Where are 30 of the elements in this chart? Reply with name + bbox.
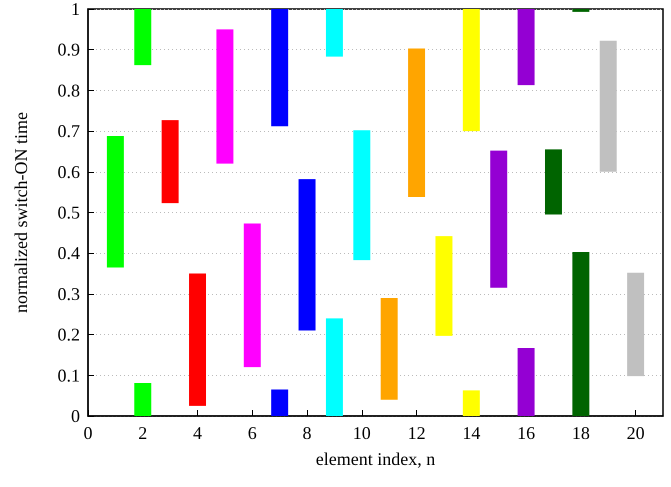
y-tick-label: 0.7 [58, 121, 80, 142]
y-tick-label: 0.4 [58, 243, 80, 264]
bar [244, 223, 261, 368]
x-tick-label: 0 [84, 423, 92, 443]
x-tick-label: 2 [138, 423, 148, 443]
y-tick-label: 1 [71, 0, 80, 19]
bar [216, 29, 234, 164]
x-tick-label: 16 [517, 423, 536, 443]
bar [380, 298, 398, 400]
x-tick-label: 8 [302, 423, 312, 443]
x-tick-label: 12 [408, 423, 426, 443]
y-tick-label: 0.2 [58, 324, 80, 345]
x-axis-title: element index, n [316, 449, 436, 469]
x-tick-label: 10 [352, 423, 371, 443]
y-tick-label: 0 [71, 406, 80, 426]
x-tick-label: 4 [193, 423, 202, 443]
bar [162, 120, 179, 204]
y-tick-label: 0.5 [58, 202, 80, 222]
x-tick-label: 14 [462, 423, 480, 443]
x-tick-label: 6 [248, 423, 257, 443]
y-tick-label: 0.1 [58, 365, 80, 386]
y-tick-label: 0.6 [58, 162, 80, 182]
y-axis-title: normalized switch-ON time [11, 112, 31, 313]
bar [189, 274, 206, 406]
bar [408, 48, 426, 198]
y-tick-label: 0.8 [58, 80, 80, 100]
y-tick-label: 0.9 [58, 40, 80, 60]
x-tick-label: 18 [572, 423, 590, 443]
x-tick-label: 20 [626, 423, 645, 443]
y-tick-label: 0.3 [58, 284, 80, 304]
